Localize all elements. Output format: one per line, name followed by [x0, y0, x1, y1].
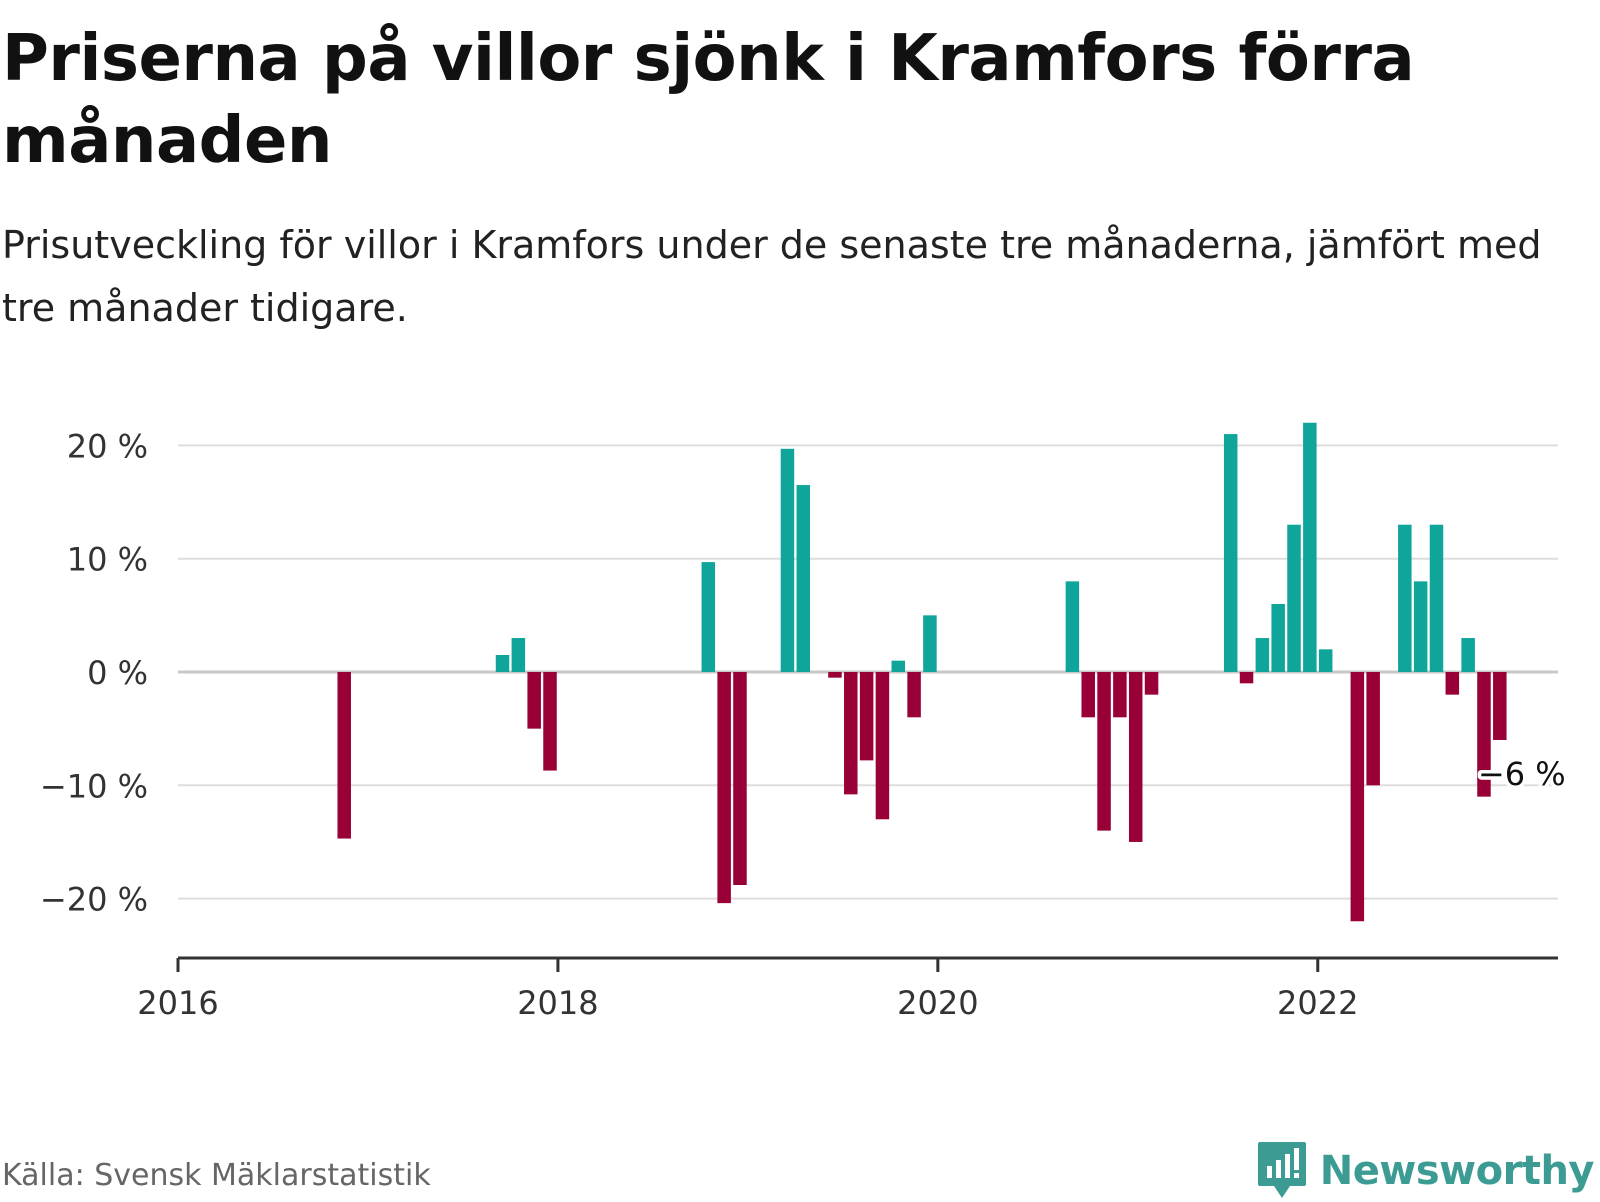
bar: [1144, 672, 1159, 695]
bar: [891, 660, 906, 672]
bar: [1350, 672, 1365, 922]
x-tick-label: 2016: [137, 984, 218, 1022]
bar: [1398, 524, 1412, 672]
source-credit: Källa: Svensk Mäklarstatistik: [2, 1158, 431, 1193]
y-tick-label: 20 %: [67, 427, 148, 465]
bar: [1493, 672, 1507, 740]
bar: [828, 672, 842, 678]
x-tick-label: 2020: [897, 984, 978, 1022]
bar: [527, 672, 541, 729]
x-axis: 2016 2018 2020 2022: [137, 956, 1558, 1022]
bar: [1223, 434, 1238, 672]
bar: [717, 672, 731, 904]
y-tick-label: 0 %: [87, 654, 148, 692]
brand-name: Newsworthy: [1319, 1148, 1595, 1194]
bar: [1097, 672, 1111, 831]
bar: [1429, 524, 1444, 672]
last-value-label: −6 %: [1478, 755, 1566, 793]
bar: [1287, 524, 1301, 672]
bar: [1303, 422, 1317, 672]
bar: [875, 672, 890, 820]
bar: [844, 672, 858, 795]
bar: [701, 562, 716, 672]
bar: [337, 672, 351, 839]
x-tick-label: 2022: [1277, 984, 1358, 1022]
bar: [1065, 581, 1080, 672]
bar: [1113, 672, 1127, 718]
chart-title: Priserna på villor sjönk i Kramfors förr…: [2, 22, 1415, 178]
bar: [1445, 672, 1460, 695]
bar: [1271, 604, 1285, 672]
x-tick-label: 2018: [517, 984, 598, 1022]
bar: [1318, 649, 1333, 672]
bar: [1081, 672, 1095, 718]
bar: [1413, 581, 1428, 672]
bar: [543, 672, 557, 771]
y-tick-label: −20 %: [40, 881, 148, 919]
bar: [1255, 638, 1270, 672]
annotations: −6 %: [1474, 751, 1569, 796]
brand-logo[interactable]: Newsworthy: [1256, 1140, 1595, 1202]
bar: [796, 485, 811, 672]
bar: [1461, 638, 1475, 672]
bar: [780, 448, 795, 672]
bar: [733, 672, 747, 886]
bar: [495, 655, 510, 672]
bar: [923, 615, 937, 672]
bar-chart: 20 % 10 % 0 % −10 % −20 % 2016 2018 2020 2022 −…: [39, 422, 1569, 1022]
bar: [1366, 672, 1380, 786]
bar: [907, 672, 921, 718]
bar: [1477, 672, 1491, 797]
bar: [1239, 672, 1254, 684]
bars: [337, 422, 1507, 922]
chart-subtitle: Prisutveckling för villor i Kramfors und…: [2, 223, 1542, 330]
newsworthy-logo-icon: [1257, 1142, 1306, 1198]
y-tick-label: −10 %: [40, 767, 148, 805]
bar: [511, 638, 526, 672]
y-axis-ticks: 20 % 10 % 0 % −10 % −20 %: [40, 427, 148, 918]
y-tick-label: 10 %: [67, 541, 148, 579]
bar: [859, 672, 874, 761]
bar: [1128, 672, 1143, 842]
